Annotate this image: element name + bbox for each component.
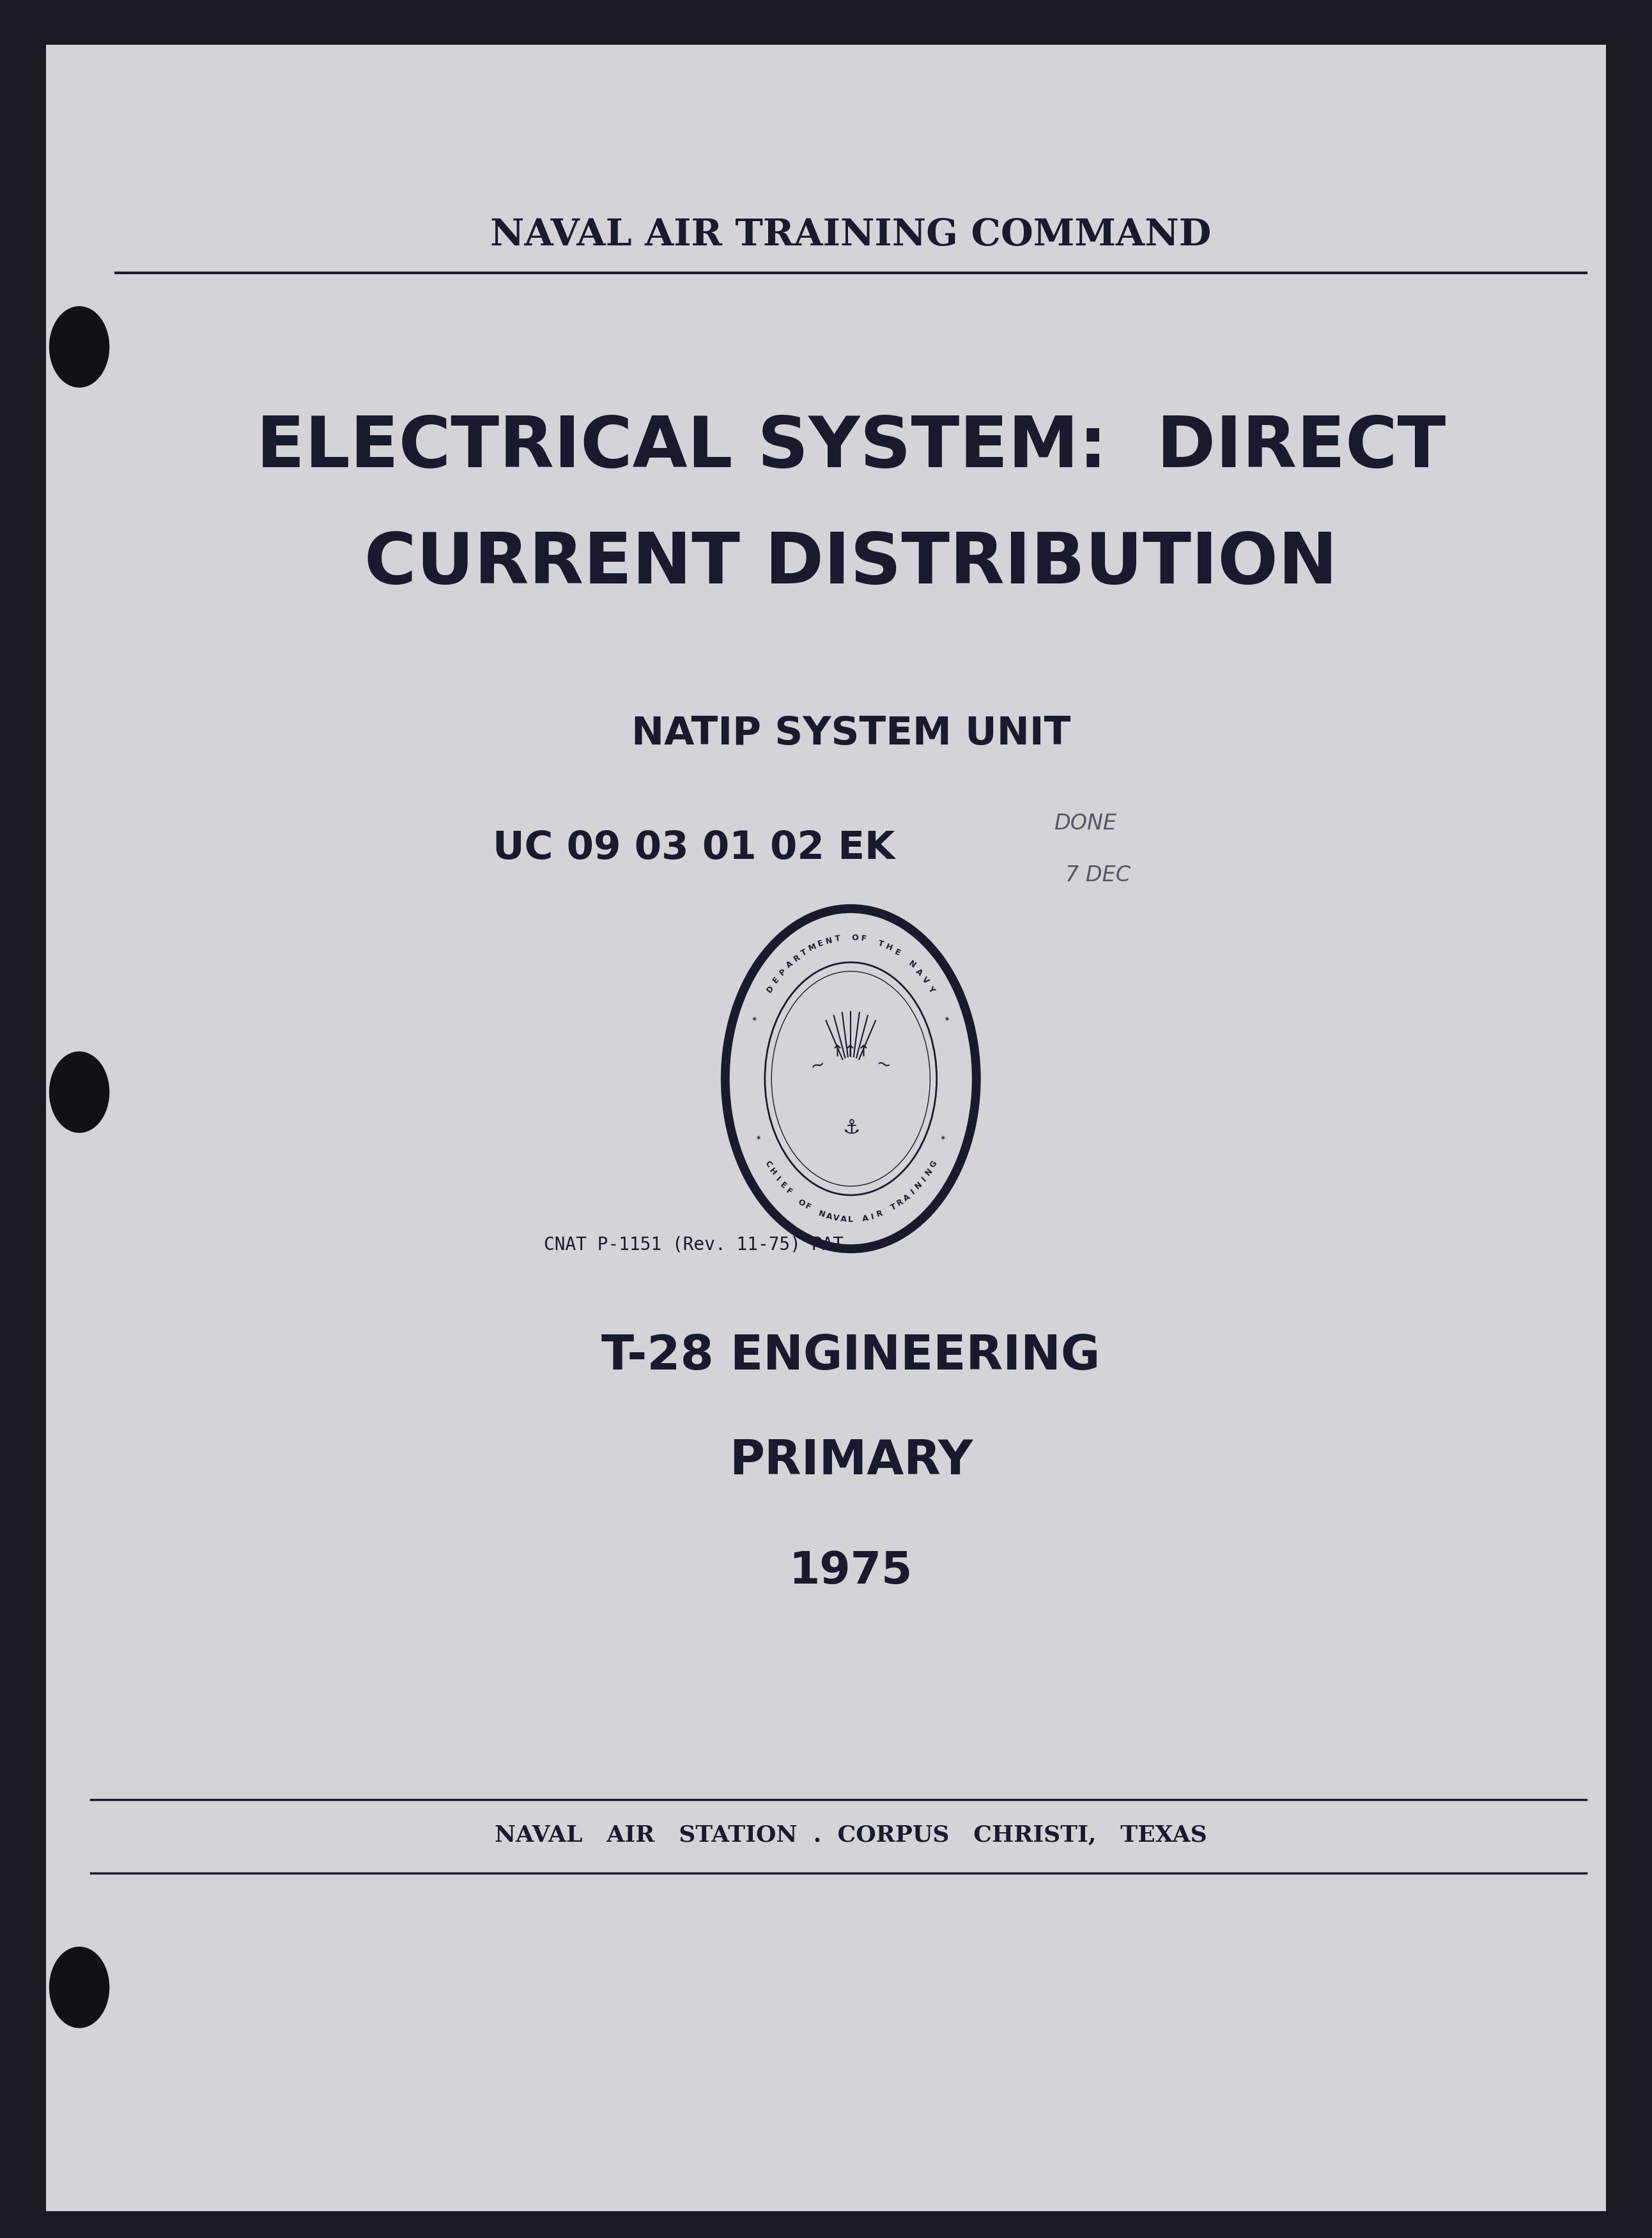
Text: G: G — [928, 1159, 938, 1168]
Text: V: V — [833, 1213, 839, 1222]
Point — [841, 998, 861, 1025]
Text: UC 09 03 01 02 EK: UC 09 03 01 02 EK — [492, 830, 895, 866]
Text: E: E — [778, 1182, 788, 1191]
Line: 2 pts: 2 pts — [859, 1021, 876, 1059]
Text: D: D — [765, 985, 776, 994]
Text: A: A — [841, 1215, 847, 1224]
Text: NAVAL   AIR   STATION  .  CORPUS   CHRISTI,   TEXAS: NAVAL AIR STATION . CORPUS CHRISTI, TEXA… — [494, 1824, 1208, 1846]
Text: E: E — [771, 976, 781, 985]
Text: I: I — [920, 1175, 928, 1184]
Point — [824, 1003, 844, 1029]
Point — [838, 1043, 857, 1070]
Point — [816, 1007, 836, 1034]
Text: T: T — [834, 935, 841, 942]
Text: Y: Y — [927, 985, 937, 994]
Text: N: N — [824, 935, 833, 947]
Text: DONE: DONE — [1054, 812, 1117, 835]
Text: A: A — [914, 967, 923, 978]
Text: H: H — [884, 942, 894, 953]
Line: 2 pts: 2 pts — [854, 1012, 859, 1056]
Text: E: E — [892, 947, 902, 958]
Circle shape — [722, 904, 980, 1253]
Point — [833, 1045, 852, 1072]
Text: T: T — [889, 1202, 899, 1213]
Circle shape — [50, 307, 109, 387]
Text: F: F — [861, 935, 867, 942]
Text: 1975: 1975 — [790, 1549, 912, 1593]
Text: I: I — [773, 1175, 781, 1184]
Text: F: F — [803, 1202, 813, 1213]
Text: A: A — [824, 1211, 833, 1222]
Text: T-28 ENGINEERING: T-28 ENGINEERING — [601, 1334, 1100, 1379]
Text: T: T — [800, 947, 809, 958]
Text: ~: ~ — [874, 1054, 894, 1076]
Point — [833, 998, 852, 1025]
Text: P: P — [778, 967, 788, 978]
Text: A: A — [902, 1193, 912, 1202]
Text: 7 DEC: 7 DEC — [1066, 864, 1130, 886]
Text: N: N — [923, 1166, 935, 1177]
Text: NAVAL AIR TRAINING COMMAND: NAVAL AIR TRAINING COMMAND — [491, 217, 1211, 253]
Text: A: A — [785, 960, 795, 969]
Point — [849, 998, 869, 1025]
Text: F: F — [785, 1186, 793, 1197]
Text: *: * — [752, 1016, 762, 1023]
Point — [866, 1007, 885, 1034]
Text: *: * — [752, 1135, 762, 1141]
Text: N: N — [907, 960, 917, 969]
Text: ELECTRICAL SYSTEM:  DIRECT: ELECTRICAL SYSTEM: DIRECT — [256, 414, 1446, 481]
Text: O: O — [796, 1197, 806, 1209]
Text: T: T — [877, 940, 885, 949]
Text: R: R — [876, 1209, 884, 1220]
Line: 2 pts: 2 pts — [843, 1012, 847, 1056]
Point — [846, 1045, 866, 1072]
Text: V: V — [920, 976, 930, 985]
Text: R: R — [791, 953, 801, 962]
Text: N: N — [818, 1209, 826, 1220]
Text: ~: ~ — [808, 1054, 828, 1076]
Line: 2 pts: 2 pts — [834, 1016, 846, 1059]
Circle shape — [50, 1947, 109, 2028]
Point — [836, 1045, 856, 1072]
Text: *: * — [940, 1016, 950, 1023]
Text: M: M — [808, 942, 818, 953]
Text: ⚓: ⚓ — [843, 1119, 859, 1137]
Text: *: * — [940, 1135, 950, 1141]
Text: PRIMARY: PRIMARY — [729, 1439, 973, 1484]
Text: E: E — [816, 940, 824, 949]
Line: 2 pts: 2 pts — [826, 1021, 843, 1059]
Point — [849, 1045, 869, 1072]
Text: I: I — [871, 1213, 876, 1222]
Text: O: O — [851, 933, 859, 942]
Text: H: H — [767, 1166, 778, 1177]
Text: ↑↑↑: ↑↑↑ — [831, 1045, 871, 1059]
Point — [857, 1003, 877, 1029]
Text: I: I — [909, 1188, 917, 1195]
Text: A: A — [862, 1213, 869, 1222]
Text: R: R — [895, 1197, 905, 1209]
Point — [841, 1043, 861, 1070]
Circle shape — [50, 1052, 109, 1132]
Line: 2 pts: 2 pts — [856, 1016, 867, 1059]
Text: CURRENT DISTRIBUTION: CURRENT DISTRIBUTION — [363, 530, 1338, 598]
Point — [844, 1043, 864, 1070]
Text: N: N — [914, 1179, 923, 1191]
Text: C: C — [763, 1159, 773, 1168]
Text: NATIP SYSTEM UNIT: NATIP SYSTEM UNIT — [631, 716, 1070, 752]
Text: L: L — [847, 1215, 854, 1224]
Text: CNAT P-1151 (Rev. 11-75) PAT: CNAT P-1151 (Rev. 11-75) PAT — [544, 1235, 844, 1253]
